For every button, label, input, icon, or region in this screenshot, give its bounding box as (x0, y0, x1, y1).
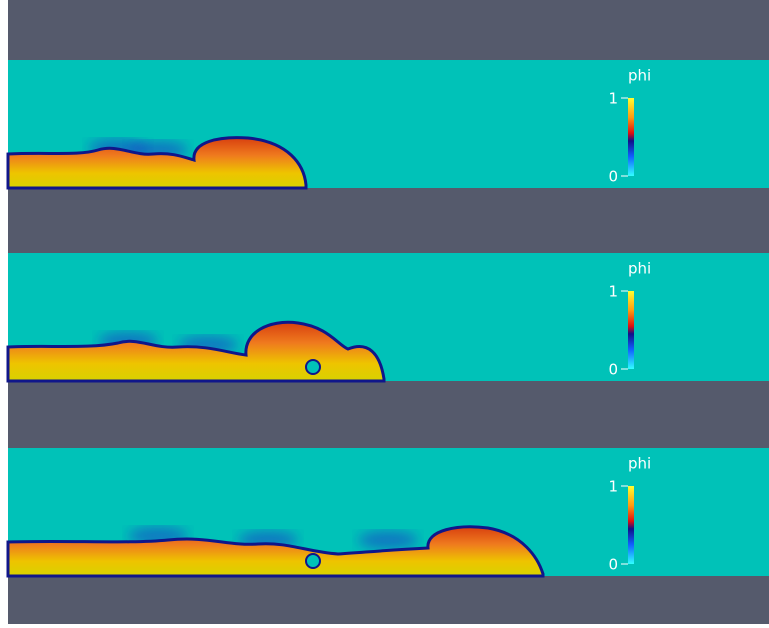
figure: phi 1 0 phi 1 0 phi 1 0 (0, 0, 769, 624)
colorbar-max: 1 (608, 478, 618, 496)
panel: phi 1 0 (8, 60, 769, 188)
cylinder (306, 360, 320, 374)
panel: phi 1 0 (8, 448, 769, 576)
colorbar (628, 98, 634, 176)
colorbar-min: 0 (608, 361, 618, 379)
colorbar-title: phi (628, 67, 651, 85)
colorbar-title: phi (628, 455, 651, 473)
colorbar-title: phi (628, 260, 651, 278)
colorbar-max: 1 (608, 90, 618, 108)
haze (358, 531, 418, 549)
colorbar-min: 0 (608, 556, 618, 574)
colorbar-min: 0 (608, 168, 618, 186)
colorbar-max: 1 (608, 283, 618, 301)
cylinder (306, 554, 320, 568)
colorbar (628, 486, 634, 564)
colorbar (628, 291, 634, 369)
panel: phi 1 0 (8, 253, 769, 381)
